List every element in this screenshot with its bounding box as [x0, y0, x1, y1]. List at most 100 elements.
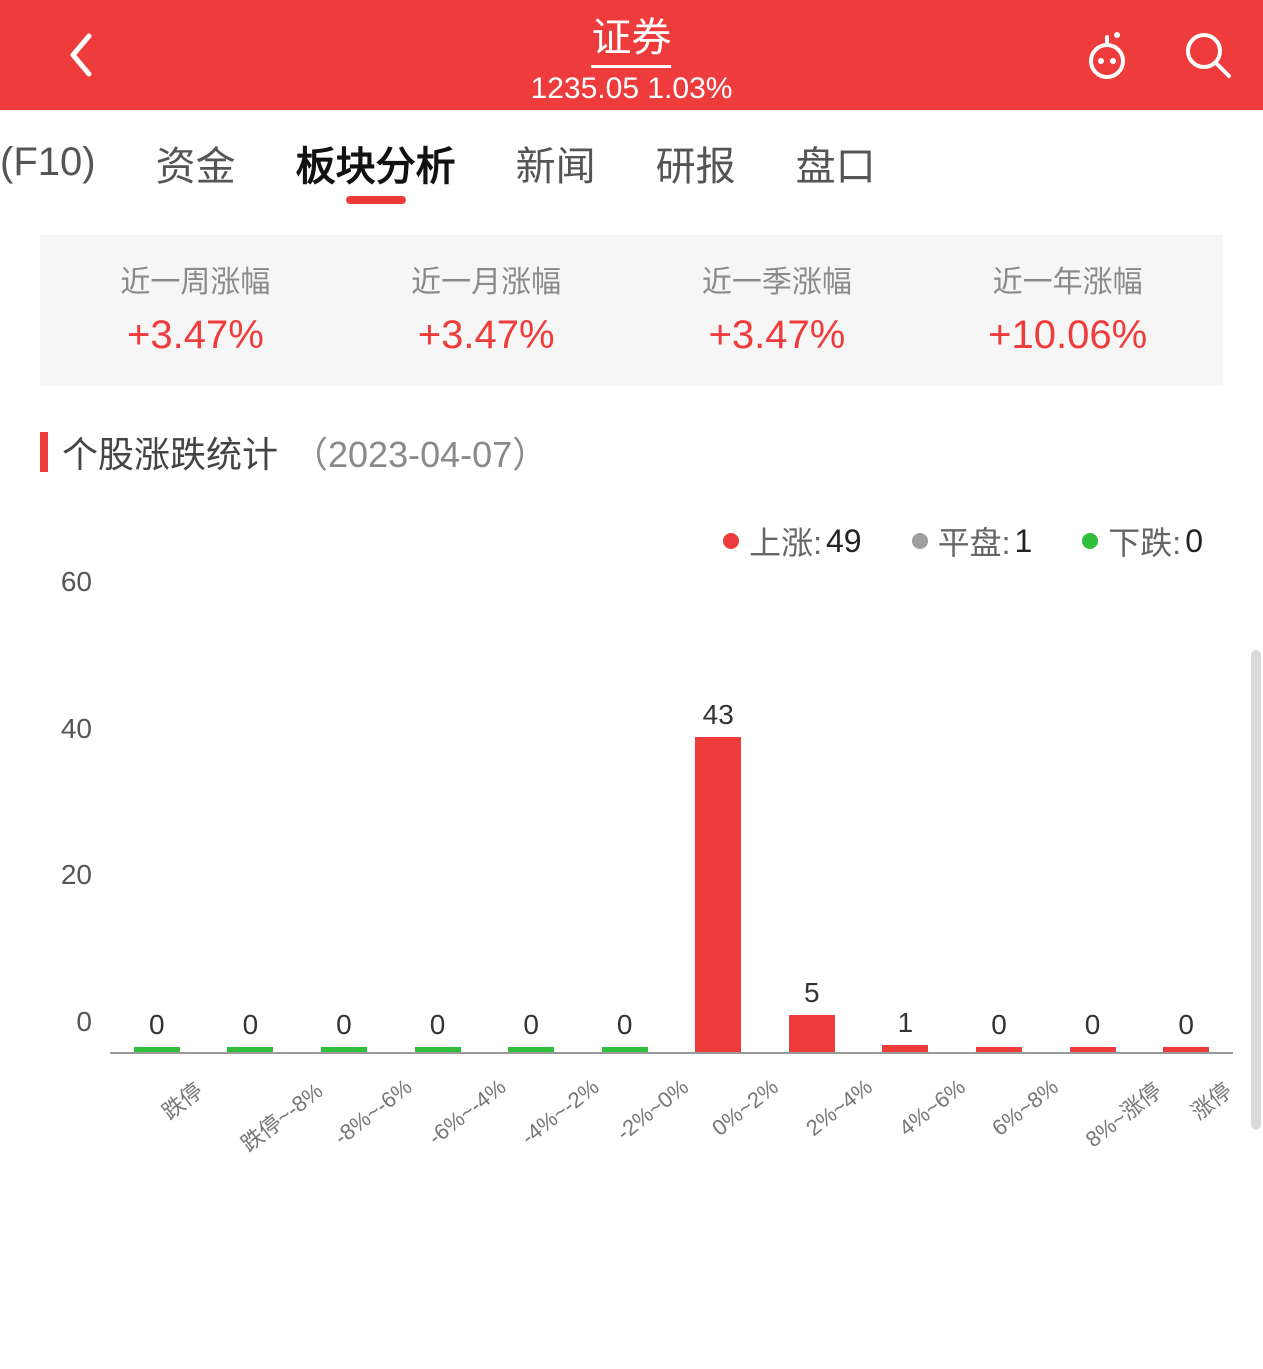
period-stat-value: +3.47%: [341, 313, 632, 358]
period-stat-label: 近一周涨幅: [50, 257, 341, 301]
chevron-left-icon: [67, 32, 93, 78]
x-label-7: 2%~4%: [766, 1054, 859, 1154]
bar-value-label: 0: [617, 1009, 633, 1041]
section-date: （2023-04-07）: [292, 426, 548, 478]
header-title: 证券: [592, 5, 672, 68]
x-label-0: 跌停: [110, 1054, 203, 1154]
tab-3[interactable]: 新闻: [486, 134, 626, 192]
bar-rect[interactable]: [508, 1047, 554, 1052]
bar-rect[interactable]: [695, 737, 741, 1052]
period-stat-3[interactable]: 近一年涨幅 +10.06%: [922, 257, 1213, 358]
y-tick: 0: [76, 1006, 92, 1038]
legend-label: 上涨:: [749, 518, 822, 564]
period-stat-label: 近一月涨幅: [341, 257, 632, 301]
bar-cell-1: 0: [204, 604, 298, 1052]
period-stat-1[interactable]: 近一月涨幅 +3.47%: [341, 257, 632, 358]
x-label-5: -2%~0%: [579, 1054, 672, 1154]
bar-rect[interactable]: [789, 1015, 835, 1052]
x-label-4: -4%~-2%: [486, 1054, 579, 1154]
x-label-3: -6%~-4%: [393, 1054, 486, 1154]
tab-2[interactable]: 板块分析: [266, 134, 486, 192]
bar-value-label: 0: [336, 1009, 352, 1041]
period-stat-label: 近一季涨幅: [632, 257, 923, 301]
period-stats-panel: 近一周涨幅+3.47%近一月涨幅+3.47%近一季涨幅+3.47%近一年涨幅+1…: [40, 235, 1223, 386]
bar-rect[interactable]: [1163, 1047, 1209, 1052]
y-tick: 40: [61, 713, 92, 745]
bar-cell-7: 5: [765, 604, 859, 1052]
legend-value: 49: [826, 523, 862, 560]
section-header: 个股涨跌统计 （2023-04-07）: [40, 426, 1223, 478]
legend-label: 下跌:: [1108, 518, 1181, 564]
bar-value-label: 0: [149, 1009, 165, 1041]
period-stat-value: +10.06%: [922, 313, 1213, 358]
legend-value: 0: [1185, 523, 1203, 560]
index-change: 1.03%: [647, 72, 732, 105]
bars-container: 0 0 0 0 0 0 43 5 1 0 0 0: [110, 604, 1233, 1052]
period-stat-value: +3.47%: [632, 313, 923, 358]
bar-value-label: 0: [1178, 1009, 1194, 1041]
legend-dot-icon: [912, 533, 928, 549]
search-icon[interactable]: [1183, 30, 1233, 80]
bar-cell-3: 0: [391, 604, 485, 1052]
legend-label: 平盘:: [938, 518, 1011, 564]
plot-area: 0 0 0 0 0 0 43 5 1 0 0 0: [110, 604, 1233, 1054]
header-subtitle: 1235.05 1.03%: [531, 72, 733, 106]
tab-4[interactable]: 研报: [626, 134, 766, 192]
bar-rect[interactable]: [976, 1047, 1022, 1052]
bar-value-label: 43: [703, 699, 734, 731]
header-actions: [1081, 30, 1233, 80]
period-stat-value: +3.47%: [50, 313, 341, 358]
bar-value-label: 0: [1085, 1009, 1101, 1041]
bar-rect[interactable]: [227, 1047, 273, 1052]
x-label-9: 6%~8%: [953, 1054, 1046, 1154]
bar-rect[interactable]: [602, 1047, 648, 1052]
bar-value-label: 0: [430, 1009, 446, 1041]
bar-cell-10: 0: [1046, 604, 1140, 1052]
tab-0[interactable]: (F10): [0, 140, 126, 185]
back-button[interactable]: [60, 25, 100, 85]
scrollbar[interactable]: [1251, 650, 1261, 1130]
bar-cell-5: 0: [578, 604, 672, 1052]
y-tick: 20: [61, 859, 92, 891]
legend-item-2: 下跌: 0: [1082, 518, 1203, 564]
x-label-8: 4%~6%: [860, 1054, 953, 1154]
period-stat-0[interactable]: 近一周涨幅 +3.47%: [50, 257, 341, 358]
bar-cell-8: 1: [859, 604, 953, 1052]
index-value: 1235.05: [531, 72, 639, 105]
x-label-1: 跌停~-8%: [203, 1054, 299, 1154]
section-accent-bar: [40, 432, 48, 472]
bar-cell-9: 0: [952, 604, 1046, 1052]
app-header: 证券 1235.05 1.03%: [0, 0, 1263, 110]
bar-rect[interactable]: [321, 1047, 367, 1052]
section-title-text: 个股涨跌统计: [62, 426, 278, 478]
bar-value-label: 1: [898, 1007, 914, 1039]
legend-value: 1: [1015, 523, 1033, 560]
bar-cell-0: 0: [110, 604, 204, 1052]
bar-cell-4: 0: [484, 604, 578, 1052]
tab-5[interactable]: 盘口: [766, 134, 906, 192]
bar-rect[interactable]: [134, 1047, 180, 1052]
period-stat-2[interactable]: 近一季涨幅 +3.47%: [632, 257, 923, 358]
legend-dot-icon: [1082, 533, 1098, 549]
legend-item-1: 平盘: 1: [912, 518, 1033, 564]
bar-value-label: 5: [804, 977, 820, 1009]
x-axis-labels: 跌停跌停~-8%-8%~-6%-6%~-4%-4%~-2%-2%~0%0%~2%…: [110, 1054, 1233, 1154]
legend-item-0: 上涨: 49: [723, 518, 862, 564]
period-stat-label: 近一年涨幅: [922, 257, 1213, 301]
distribution-chart: 0204060 0000004351000 跌停跌停~-8%-8%~-6%-6%…: [30, 594, 1243, 1154]
bar-rect[interactable]: [415, 1047, 461, 1052]
chart-legend: 上涨: 49 平盘: 1 下跌: 0: [0, 518, 1203, 564]
robot-icon[interactable]: [1081, 31, 1133, 79]
bar-cell-2: 0: [297, 604, 391, 1052]
x-label-6: 0%~2%: [673, 1054, 766, 1154]
bar-value-label: 0: [243, 1009, 259, 1041]
bar-value-label: 0: [523, 1009, 539, 1041]
bar-cell-11: 0: [1139, 604, 1233, 1052]
legend-dot-icon: [723, 533, 739, 549]
tab-bar: (F10)资金板块分析新闻研报盘口: [0, 110, 1263, 215]
header-title-block[interactable]: 证券 1235.05 1.03%: [531, 5, 733, 106]
tab-1[interactable]: 资金: [126, 134, 266, 192]
bar-rect[interactable]: [882, 1045, 928, 1052]
x-label-10: 8%~涨停: [1046, 1054, 1139, 1154]
bar-rect[interactable]: [1070, 1047, 1116, 1052]
